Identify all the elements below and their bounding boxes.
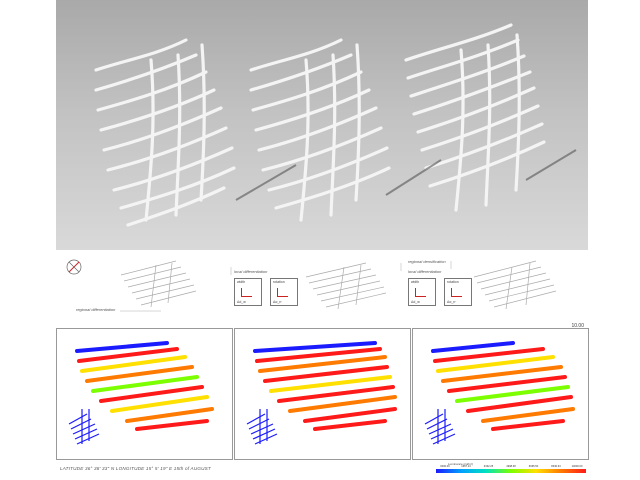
rotation-label-2: rotation	[447, 280, 459, 284]
width-box-1: width Δd_w	[234, 278, 262, 306]
legend-tick: 0000.00	[440, 465, 450, 468]
legend-tick: 10000.00	[571, 465, 583, 468]
diagram-graphics	[66, 259, 557, 312]
model-photograph	[56, 0, 588, 250]
luminance-render-3	[424, 341, 575, 445]
diagram-strip: regional differentiation local different…	[56, 255, 588, 325]
rotation-mark-2	[451, 288, 462, 297]
diagram-model-1	[120, 260, 197, 308]
luminance-render-1	[68, 341, 214, 445]
luminance-panel-3	[412, 328, 589, 460]
rotation-label: rotation	[273, 280, 285, 284]
model-2	[249, 38, 391, 222]
diagram-model-3	[473, 260, 557, 310]
luminance-legend: Luminance (cd/m²) 0000.00 1667.13 3332.2…	[436, 462, 586, 478]
legend-tick: 4998.38	[506, 465, 516, 468]
legend-tick: 1667.13	[461, 465, 471, 468]
leader-lines	[120, 261, 452, 312]
width-box-2: width Δd_w	[408, 278, 436, 306]
label-local-differentiation-2: local differentiation	[408, 269, 442, 274]
rotation-mark	[277, 288, 288, 297]
legend-tick: 6665.50	[528, 465, 539, 468]
dw-label-2: Δd_w	[411, 300, 420, 304]
width-mark	[241, 288, 252, 297]
legend-caption: Luminance (cd/m²)	[448, 462, 474, 466]
width-mark-2	[415, 288, 426, 297]
location-footer: LATITUDE 36° 38' 33" N LONGITUDE 15° 5' …	[60, 466, 211, 471]
label-regional-densification: regional densification	[408, 259, 446, 264]
diagram-model-2	[305, 262, 387, 310]
time-label: 10.00	[571, 323, 584, 329]
model-shapes	[94, 23, 577, 227]
luminance-panel-2	[234, 328, 411, 460]
rotation-box-1: rotation Δα_rr	[270, 278, 298, 306]
model-1	[94, 38, 236, 227]
legend-color-bar	[436, 469, 586, 473]
luminance-render-2	[246, 341, 397, 445]
dw-label: Δd_w	[237, 300, 246, 304]
drr-label: Δα_rr	[273, 300, 282, 304]
compass-icon	[66, 259, 82, 275]
model-shadows	[235, 149, 577, 201]
legend-tick: 8330.63	[551, 465, 561, 468]
rotation-box-2: rotation Δα_rr	[444, 278, 472, 306]
legend-ticks: 0000.00 1667.13 3332.25 4998.38 6665.50 …	[436, 465, 586, 469]
label-local-differentiation-1: local differentiation	[234, 269, 268, 274]
legend-tick: 3332.25	[483, 465, 494, 468]
width-label: width	[237, 280, 246, 284]
model-3	[404, 23, 546, 212]
width-label-2: width	[411, 280, 420, 284]
label-regional-differentiation: regional differentiation	[76, 307, 116, 312]
drr-label-2: Δα_rr	[447, 300, 456, 304]
luminance-panel-1	[56, 328, 233, 460]
